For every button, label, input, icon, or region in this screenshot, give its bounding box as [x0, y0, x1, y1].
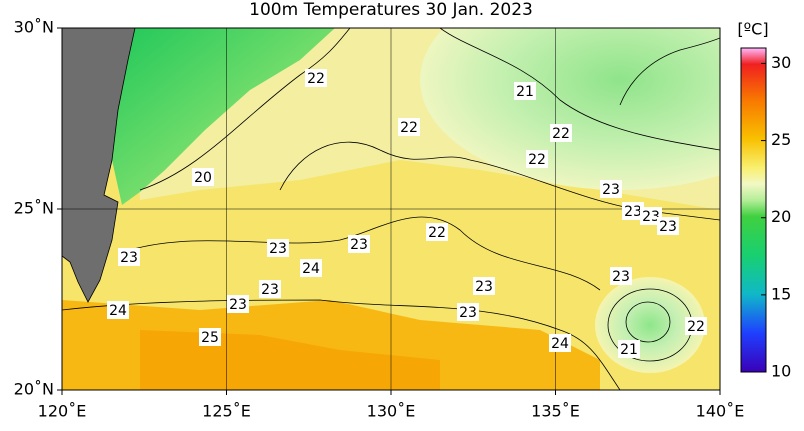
- contour-label: 23: [269, 241, 287, 257]
- contour-label-box: [118, 248, 140, 266]
- contour-label: 23: [624, 204, 642, 220]
- contour-label: 23: [120, 250, 138, 266]
- contour-label: 22: [400, 120, 418, 136]
- contour: [625, 301, 671, 343]
- contour-label: 22: [552, 126, 570, 142]
- contour-label: 23: [612, 269, 630, 285]
- contour-label-box: [618, 340, 640, 358]
- contour-label: 20: [194, 170, 212, 186]
- contour-label-box: [107, 301, 129, 319]
- contour-label-box: [199, 328, 221, 346]
- contour-label: 24: [109, 303, 127, 319]
- contour-label-box: [610, 267, 632, 285]
- x-tick-label: 120˚E: [38, 402, 87, 421]
- contour-label: 23: [602, 182, 620, 198]
- contour-label: 23: [229, 297, 247, 313]
- contour-label-box: [192, 168, 214, 186]
- contour-label-box: [550, 124, 572, 142]
- contour: [62, 299, 621, 390]
- x-tick-label: 135˚E: [531, 402, 580, 421]
- contour-label-box: [549, 334, 571, 352]
- contour-label-box: [640, 207, 662, 225]
- contour-label-box: [514, 82, 536, 100]
- contour-label: 24: [302, 261, 320, 277]
- contour-label-box: [600, 180, 622, 198]
- colorbar: [740, 47, 767, 373]
- colorbar-tick-label: 25: [771, 130, 791, 149]
- colorbar-tick-label: 20: [771, 207, 791, 226]
- contour-label-box: [259, 280, 281, 298]
- contour-label: 22: [687, 319, 705, 335]
- contour-label-box: [457, 303, 479, 321]
- contour-label: 24: [551, 336, 569, 352]
- map-title: 100m Temperatures 30 Jan. 2023: [249, 0, 533, 20]
- contour-label: 23: [459, 305, 477, 321]
- contour-label: 22: [528, 152, 546, 168]
- contour-label-box: [685, 317, 707, 335]
- contour-label: 23: [659, 219, 677, 235]
- ocean-cold-ne: [420, 28, 720, 190]
- x-tick-label: 125˚E: [202, 402, 251, 421]
- contour-label-box: [526, 150, 548, 168]
- contour-label-box: [300, 259, 322, 277]
- contour: [139, 28, 351, 191]
- colorbar-tick-label: 30: [771, 53, 791, 72]
- contour-label-box: [227, 295, 249, 313]
- contour-label: 21: [620, 342, 638, 358]
- contour-label: 25: [201, 330, 219, 346]
- contour-label: 21: [516, 84, 534, 100]
- coastal-cold: [112, 28, 335, 205]
- x-tick-label: 140˚E: [696, 402, 745, 421]
- contour-label-box: [305, 69, 327, 87]
- contour-label-box: [398, 118, 420, 136]
- y-tick-label: 20˚N: [14, 380, 54, 399]
- colorbar-unit: [ºC]: [737, 20, 768, 39]
- contour-label-box: [348, 235, 370, 253]
- colorbar-tick-label: 10: [771, 362, 791, 381]
- contour-label: 23: [261, 282, 279, 298]
- contour-label: 23: [642, 209, 660, 225]
- y-tick-label: 30˚N: [14, 18, 54, 37]
- contour: [279, 141, 720, 221]
- contour: [619, 37, 720, 106]
- contour-label-box: [622, 202, 644, 220]
- contour-label: 23: [475, 279, 493, 295]
- y-tick-label: 25˚N: [14, 199, 54, 218]
- contour-label-box: [473, 277, 495, 295]
- x-tick-label: 130˚E: [367, 402, 416, 421]
- contour-label-box: [267, 239, 289, 257]
- contour-label: 22: [428, 225, 446, 241]
- contour-label: 22: [307, 71, 325, 87]
- land: [62, 28, 136, 303]
- contour-label-box: [657, 217, 679, 235]
- contour-label-box: [426, 223, 448, 241]
- contour-label: 23: [350, 237, 368, 253]
- contour: [439, 28, 720, 151]
- colorbar-tick-label: 15: [771, 284, 791, 303]
